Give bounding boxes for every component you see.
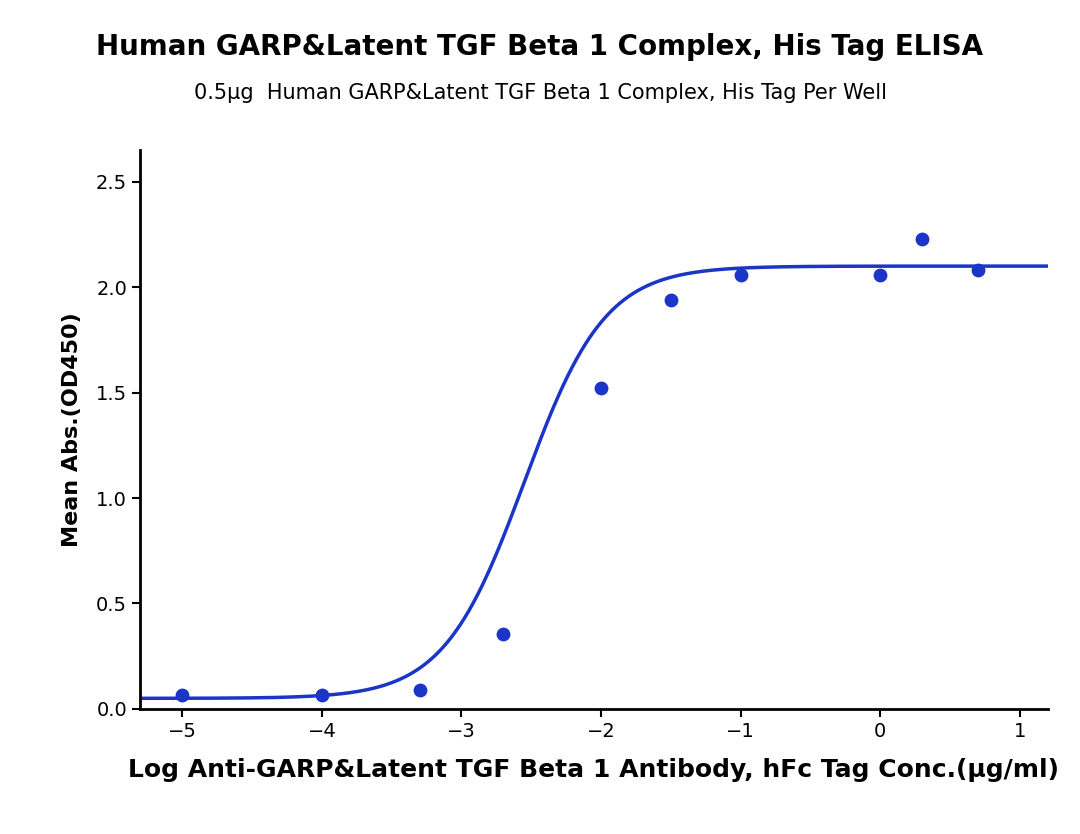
- X-axis label: Log Anti-GARP&Latent TGF Beta 1 Antibody, hFc Tag Conc.(μg/ml): Log Anti-GARP&Latent TGF Beta 1 Antibody…: [129, 758, 1059, 781]
- Point: [662, 294, 679, 307]
- Point: [410, 683, 428, 696]
- Point: [592, 382, 609, 395]
- Text: Human GARP&Latent TGF Beta 1 Complex, His Tag ELISA: Human GARP&Latent TGF Beta 1 Complex, Hi…: [96, 33, 984, 62]
- Point: [872, 268, 889, 281]
- Point: [174, 689, 191, 702]
- Point: [969, 264, 986, 277]
- Y-axis label: Mean Abs.(OD450): Mean Abs.(OD450): [63, 312, 82, 547]
- Text: 0.5μg  Human GARP&Latent TGF Beta 1 Complex, His Tag Per Well: 0.5μg Human GARP&Latent TGF Beta 1 Compl…: [193, 83, 887, 103]
- Point: [914, 232, 931, 245]
- Point: [313, 689, 330, 702]
- Point: [732, 268, 750, 281]
- Point: [495, 627, 512, 641]
